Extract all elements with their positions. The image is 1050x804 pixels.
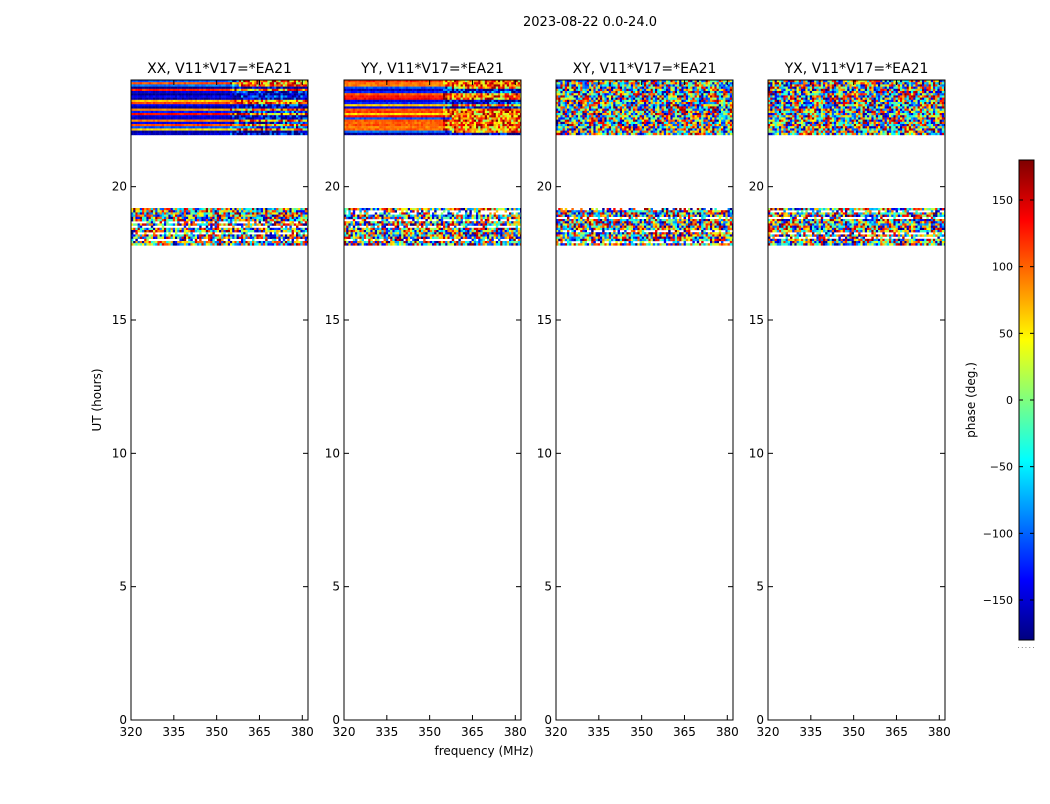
axes-frame xyxy=(556,80,733,720)
x-tick-label: 350 xyxy=(630,725,653,739)
y-tick-label: 0 xyxy=(544,713,552,727)
colorbar-tick-label: 0 xyxy=(1006,394,1013,407)
y-tick-label: 15 xyxy=(112,313,127,327)
x-tick-label: 350 xyxy=(205,725,228,739)
x-tick-label: 335 xyxy=(375,725,398,739)
colorbar-label: phase (deg.) xyxy=(964,362,978,438)
x-tick-label: 365 xyxy=(461,725,484,739)
x-tick-label: 320 xyxy=(545,725,568,739)
y-tick-label: 10 xyxy=(112,446,127,460)
y-tick-label: 15 xyxy=(537,313,552,327)
subplot-2: XY, V11*V17=*EA21 320 335 350 365 380 0 5 10 15 20 xyxy=(537,61,739,739)
y-tick-label: 15 xyxy=(749,313,764,327)
x-tick-label: 335 xyxy=(799,725,822,739)
heatmap-cells xyxy=(131,80,309,246)
y-tick-label: 5 xyxy=(332,580,340,594)
x-tick-label: 350 xyxy=(842,725,865,739)
x-tick-label: 380 xyxy=(291,725,314,739)
y-tick-label: 0 xyxy=(756,713,764,727)
x-tick-label: 380 xyxy=(928,725,951,739)
x-tick-label: 320 xyxy=(120,725,143,739)
axes-frame xyxy=(344,80,521,720)
colorbar-tick-label: 150 xyxy=(992,194,1013,207)
y-axis-label: UT (hours) xyxy=(90,368,104,431)
subplot-0: XX, V11*V17=*EA21 320 335 350 365 380 0 5 10 15 20 xyxy=(112,61,314,739)
y-tick-label: 20 xyxy=(325,180,340,194)
subplot-title: XX, V11*V17=*EA21 xyxy=(147,61,292,77)
y-tick-label: 10 xyxy=(537,446,552,460)
y-tick-label: 10 xyxy=(325,446,340,460)
heatmap-cells xyxy=(556,80,734,246)
subplot-1: YY, V11*V17=*EA21 320 335 350 365 380 0 5 10 15 20 xyxy=(325,61,527,739)
y-tick-label: 5 xyxy=(544,580,552,594)
heatmap-cells xyxy=(768,80,946,246)
colorbar-tick-label: 100 xyxy=(992,261,1013,274)
subplot-title: XY, V11*V17=*EA21 xyxy=(573,61,717,77)
colorbar-tick-label: 50 xyxy=(999,327,1013,340)
colorbar-tick-label: −100 xyxy=(983,527,1013,540)
y-tick-label: 5 xyxy=(756,580,764,594)
y-tick-label: 5 xyxy=(119,580,127,594)
axes-frame xyxy=(131,80,308,720)
x-axis-label: frequency (MHz) xyxy=(434,744,533,758)
y-tick-label: 0 xyxy=(332,713,340,727)
y-tick-label: 20 xyxy=(537,180,552,194)
x-tick-label: 335 xyxy=(162,725,185,739)
x-tick-label: 380 xyxy=(716,725,739,739)
x-tick-label: 335 xyxy=(587,725,610,739)
subplot-3: YX, V11*V17=*EA21 320 335 350 365 380 0 5 10 15 20 xyxy=(749,61,951,739)
heatmap-cells xyxy=(344,80,522,246)
y-tick-label: 10 xyxy=(749,446,764,460)
colorbar-footnote: . . . . . xyxy=(1017,643,1034,650)
y-tick-label: 20 xyxy=(749,180,764,194)
colorbar-tick-label: −50 xyxy=(990,461,1013,474)
colorbar: 150 100 50 0 −50 −100 −150 phase (deg.) . . . … xyxy=(964,160,1035,650)
colorbar-tick-label: −150 xyxy=(983,594,1013,607)
x-tick-label: 365 xyxy=(248,725,271,739)
x-tick-label: 365 xyxy=(885,725,908,739)
x-tick-label: 365 xyxy=(673,725,696,739)
subplot-panels: XX, V11*V17=*EA21 320 335 350 365 380 0 5 10 15 20… xyxy=(112,61,951,739)
y-tick-label: 0 xyxy=(119,713,127,727)
x-tick-label: 350 xyxy=(418,725,441,739)
y-tick-label: 15 xyxy=(325,313,340,327)
y-tick-label: 20 xyxy=(112,180,127,194)
x-tick-label: 320 xyxy=(333,725,356,739)
subplot-title: YY, V11*V17=*EA21 xyxy=(360,61,504,77)
axes-frame xyxy=(768,80,945,720)
figure-suptitle: 2023-08-22 0.0-24.0 xyxy=(523,15,657,30)
subplot-title: YX, V11*V17=*EA21 xyxy=(784,61,929,77)
x-tick-label: 380 xyxy=(504,725,527,739)
x-tick-label: 320 xyxy=(757,725,780,739)
